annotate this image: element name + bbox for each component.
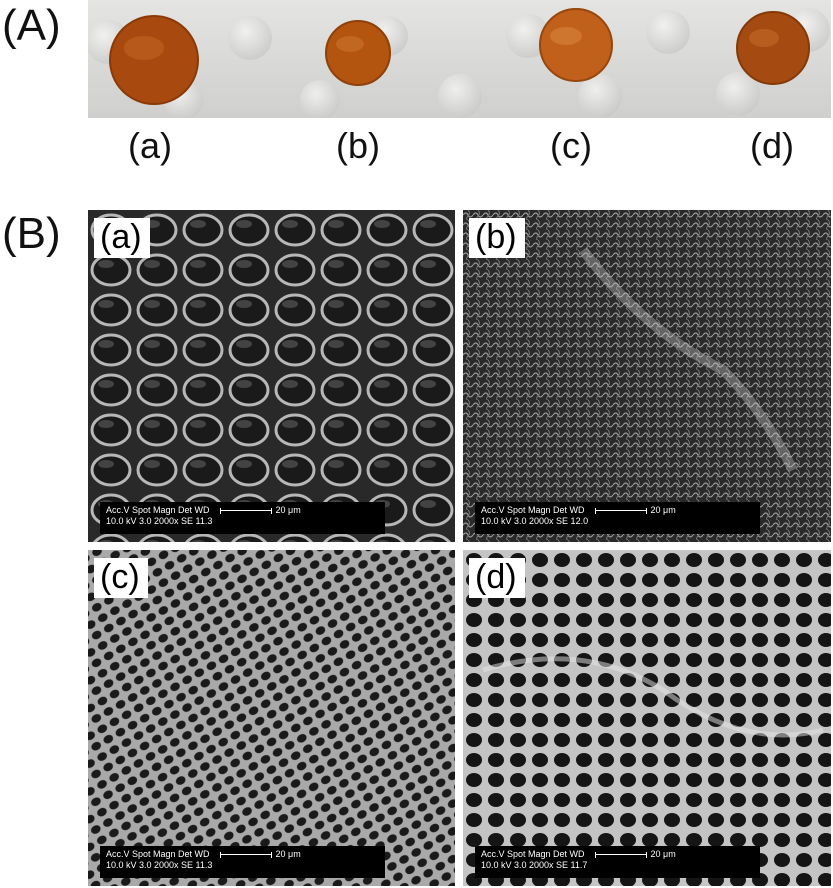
databar-values: 10.0 kV 3.0 2000x SE 11.3 [106,860,213,870]
scale-bar [219,507,272,514]
sem-texture-d [463,550,831,886]
sem-label-d: (d) [469,558,525,598]
scale-text: 20 μm [650,849,676,859]
sem-texture-c [88,550,455,886]
panel-a-label: (A) [2,1,61,50]
databar-header: Acc.V Spot Magn Det WD [481,849,585,859]
scale-text: 20 μm [650,505,676,515]
databar-header: Acc.V Spot Magn Det WD [106,505,210,515]
sample-label-c: (c) [550,125,592,166]
sem-databar-d: Acc.V Spot Magn Det WD 20 μm 10.0 kV 3.0 … [475,846,760,878]
sem-image-a: (a) Acc.V Spot Magn Det WD 20 μm 10.0 kV … [88,210,455,542]
sample-label-b: (b) [336,125,380,166]
sem-label-a: (a) [94,218,150,258]
sem-databar-c: Acc.V Spot Magn Det WD 20 μm 10.0 kV 3.0 … [100,846,385,878]
sample-disc-d [736,11,810,85]
sem-image-c: (c) Acc.V Spot Magn Det WD 20 μm 10.0 kV … [88,550,455,886]
sample-disc-c [539,8,613,82]
sample-disc-a [109,15,199,105]
sem-image-b: (b) Acc.V Spot Magn Det WD 20 μm 10.0 kV … [463,210,831,542]
sem-label-c: (c) [94,558,148,598]
databar-header: Acc.V Spot Magn Det WD [481,505,585,515]
sem-databar-a: Acc.V Spot Magn Det WD 20 μm 10.0 kV 3.0 … [100,502,385,534]
sem-image-d: (d) Acc.V Spot Magn Det WD 20 μm 10.0 kV … [463,550,831,886]
databar-values: 10.0 kV 3.0 2000x SE 11.3 [106,516,213,526]
hydrogel-photo [88,0,831,118]
scale-bar [594,851,647,858]
hydrogel-photo-drawing [88,0,831,118]
databar-values: 10.0 kV 3.0 2000x SE 11.7 [481,860,588,870]
sample-disc-b [325,20,391,86]
sem-label-b: (b) [469,218,525,258]
sem-databar-b: Acc.V Spot Magn Det WD 20 μm 10.0 kV 3.0 … [475,502,760,534]
panel-b-label: (B) [2,209,61,258]
scale-bar [219,851,272,858]
sample-label-a: (a) [128,125,172,166]
scale-text: 20 μm [275,849,301,859]
scale-bar [594,507,647,514]
sample-label-d: (d) [750,125,794,166]
databar-values: 10.0 kV 3.0 2000x SE 12.0 [481,516,589,526]
scale-text: 20 μm [275,505,301,515]
sem-texture-b [463,210,831,542]
sem-texture-a [88,210,455,542]
databar-header: Acc.V Spot Magn Det WD [106,849,210,859]
